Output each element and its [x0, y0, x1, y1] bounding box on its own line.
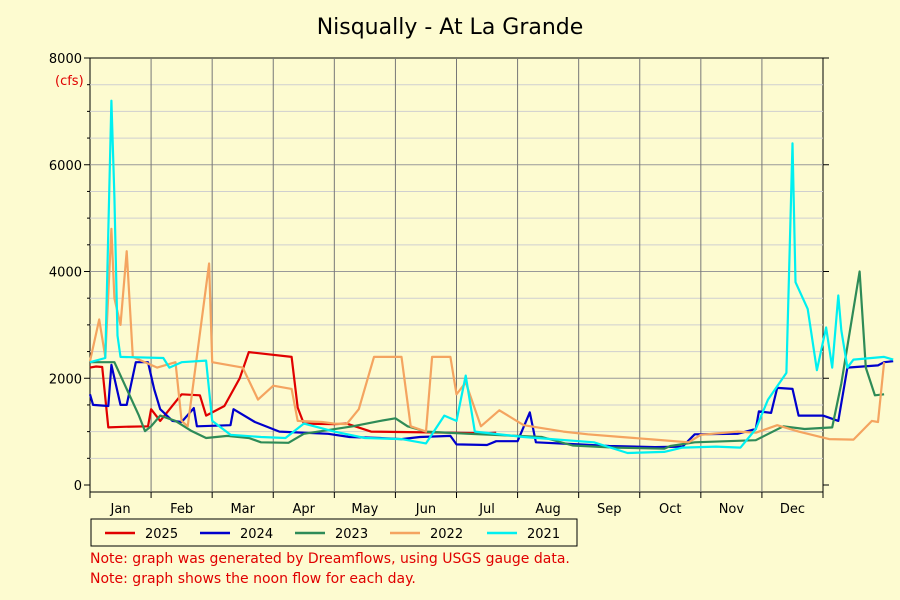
series-line-2021: [89, 99, 894, 455]
x-tick-label: Feb: [170, 502, 193, 517]
chart-title: Nisqually - At La Grande: [317, 15, 584, 40]
series-lines: [88, 99, 894, 455]
y-tick-label: 6000: [49, 159, 82, 174]
x-tick-label: Aug: [535, 502, 560, 517]
legend: 2025 2024 2023 2022 2021: [90, 518, 578, 547]
legend-label-2021: 2021: [527, 527, 560, 542]
x-tick-label: Jan: [110, 502, 131, 517]
y-tick-label: 4000: [49, 266, 82, 281]
legend-label-2025: 2025: [145, 527, 178, 542]
legend-box: [90, 518, 578, 547]
legend-label-2024: 2024: [240, 527, 273, 542]
legend-label-2023: 2023: [335, 527, 368, 542]
series-line-2023: [90, 270, 885, 450]
x-tick-label: Dec: [780, 502, 805, 517]
y-tick-label: 2000: [49, 372, 82, 387]
series-line-2024: [88, 360, 894, 449]
x-tick-label: May: [351, 502, 378, 517]
series-line-2022: [88, 227, 886, 444]
grid: [90, 58, 823, 492]
x-tick-label: Apr: [293, 502, 316, 517]
y-tick-label: 8000: [49, 52, 82, 67]
axes: 0 2000 4000 6000 8000 Jan Feb Mar Apr May Jun Jul Au…: [49, 52, 829, 517]
note-line-1: Note: graph was generated by Dreamflows,…: [90, 551, 570, 567]
y-unit-label: (cfs): [55, 74, 84, 89]
y-tick-label: 0: [74, 479, 82, 494]
x-tick-label: Oct: [659, 502, 681, 517]
legend-label-2022: 2022: [430, 527, 463, 542]
x-tick-label: Jun: [415, 502, 436, 517]
x-tick-label: Mar: [230, 502, 255, 517]
note-line-2: Note: graph shows the noon flow for each…: [90, 571, 416, 587]
x-tick-label: Jul: [478, 502, 495, 517]
x-tick-label: Nov: [719, 502, 745, 517]
x-tick-label: Sep: [597, 502, 622, 517]
